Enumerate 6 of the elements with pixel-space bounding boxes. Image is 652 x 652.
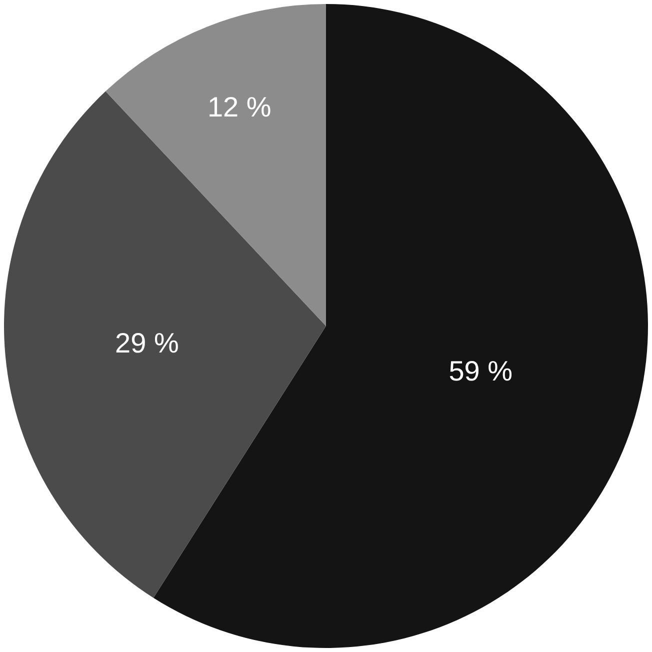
data-label: 29 % [115,327,179,358]
pie-slice [106,4,326,326]
data-label: 59 % [448,355,513,386]
data-label: 12 % [207,92,272,123]
pie-slice [153,4,648,648]
pie-slice [4,91,326,598]
